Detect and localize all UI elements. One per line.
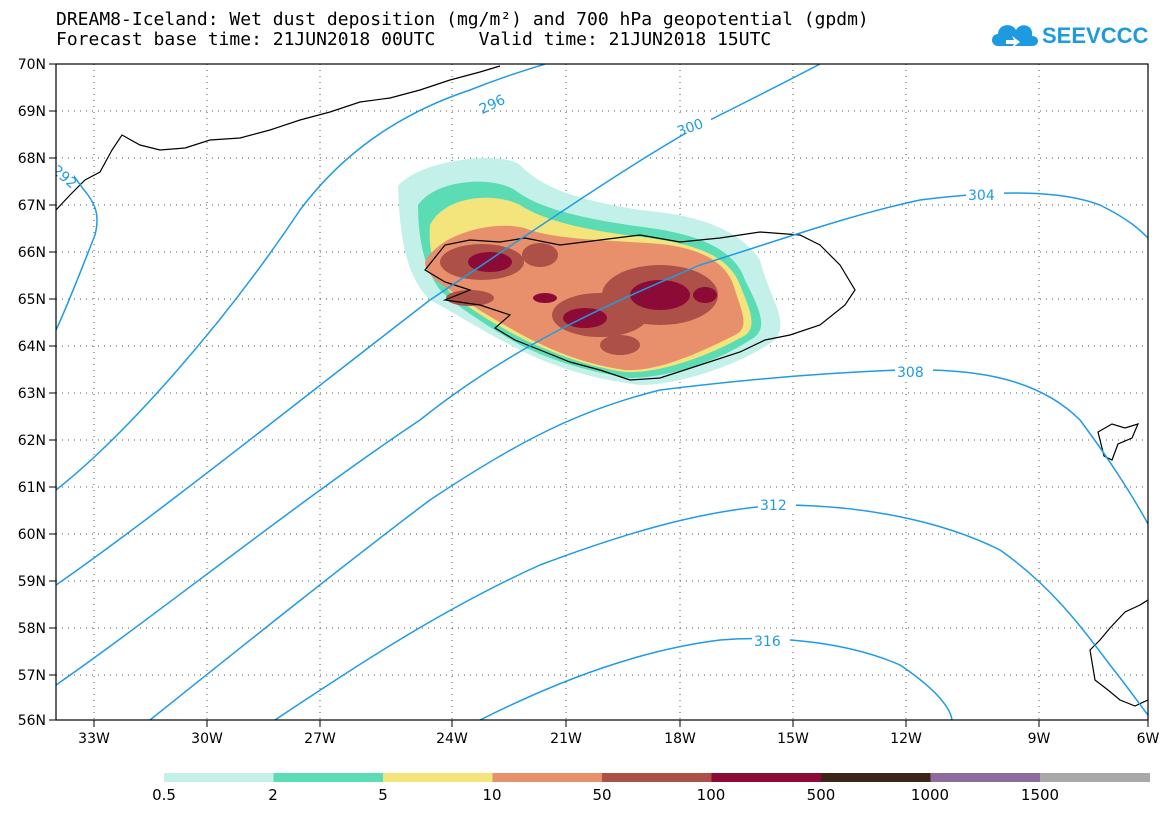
legend-swatch [1040,773,1150,782]
coastlines [56,65,1148,707]
contour-label-312: 312 [760,498,787,514]
map-title: DREAM8-Iceland: Wet dust deposition (mg/… [56,9,869,30]
contour-316 [479,637,953,720]
lon-label: 12W [890,731,922,747]
lon-label: 6W [1137,731,1160,747]
legend-label: 50 [592,786,612,804]
lon-label: 33W [78,731,110,747]
legend-colorbar [164,773,1150,782]
lon-label: 24W [436,731,468,747]
longitude-labels: 33W 30W 27W 24W 21W 18W 15W 12W 9W 6W [78,731,1159,747]
lat-label: 65N [18,292,46,308]
legend-swatch [383,773,493,782]
geopotential-contours [56,64,1148,720]
contour-296 [56,64,546,491]
lat-label: 64N [18,339,46,355]
lat-label: 70N [18,57,46,73]
lat-label: 60N [18,527,46,543]
legend-label: 10 [482,786,502,804]
contour-308 [149,369,1148,720]
faroe-coast [1097,423,1140,461]
contour-312 [274,504,1148,720]
legend-swatch [602,773,712,782]
lat-label: 58N [18,621,46,637]
contour-304 [56,192,1148,686]
lat-label: 67N [18,198,46,214]
lon-label: 9W [1028,731,1051,747]
grid-lines [56,64,1148,720]
lat-label: 63N [18,386,46,402]
legend-swatch [711,773,822,782]
dust-deposition-field [398,157,781,385]
legend-swatch [164,773,274,782]
lat-label: 68N [18,151,46,167]
lat-label: 56N [18,713,46,729]
legend-label: 0.5 [152,786,176,804]
legend-label: 1000 [910,786,950,804]
contour-label-292: 292 [49,163,80,192]
lon-label: 15W [777,731,809,747]
legend-swatch [821,773,931,782]
contour-label-316: 316 [754,634,781,650]
legend-swatch [492,773,603,782]
contour-label-304: 304 [968,188,995,204]
seevccc-logo: SEEVCCC [988,16,1148,58]
legend-label: 100 [696,786,726,804]
lat-label: 69N [18,104,46,120]
tick-marks [49,63,1149,727]
map-frame [55,63,1149,721]
legend-swatch [273,773,384,782]
legend-label: 5 [378,786,388,804]
lon-label: 30W [191,731,223,747]
lat-label: 66N [18,245,46,261]
latitude-labels: 70N 69N 68N 67N 66N 65N 64N 63N 62N 61N … [18,57,46,729]
contour-labels: 292 296 300 304 308 312 316 [49,92,1004,650]
contour-300 [56,64,821,586]
legend-swatch [930,773,1041,782]
lon-label: 27W [304,731,336,747]
legend-label: 500 [806,786,836,804]
lat-label: 57N [18,668,46,684]
logo-text: SEEVCCC [1042,23,1149,48]
greenland-coast [56,65,501,211]
legend-label: 2 [268,786,278,804]
contour-label-308: 308 [897,365,924,381]
legend-label: 1500 [1020,786,1060,804]
iceland-coast [424,231,856,381]
scotland-coast [1089,599,1148,707]
lat-label: 62N [18,433,46,449]
lon-label: 18W [664,731,696,747]
contour-292 [56,169,98,331]
lon-label: 21W [550,731,582,747]
map-subtitle: Forecast base time: 21JUN2018 00UTC Vali… [56,29,772,50]
lat-label: 61N [18,480,46,496]
lat-label: 59N [18,574,46,590]
cloud-icon [992,25,1038,48]
